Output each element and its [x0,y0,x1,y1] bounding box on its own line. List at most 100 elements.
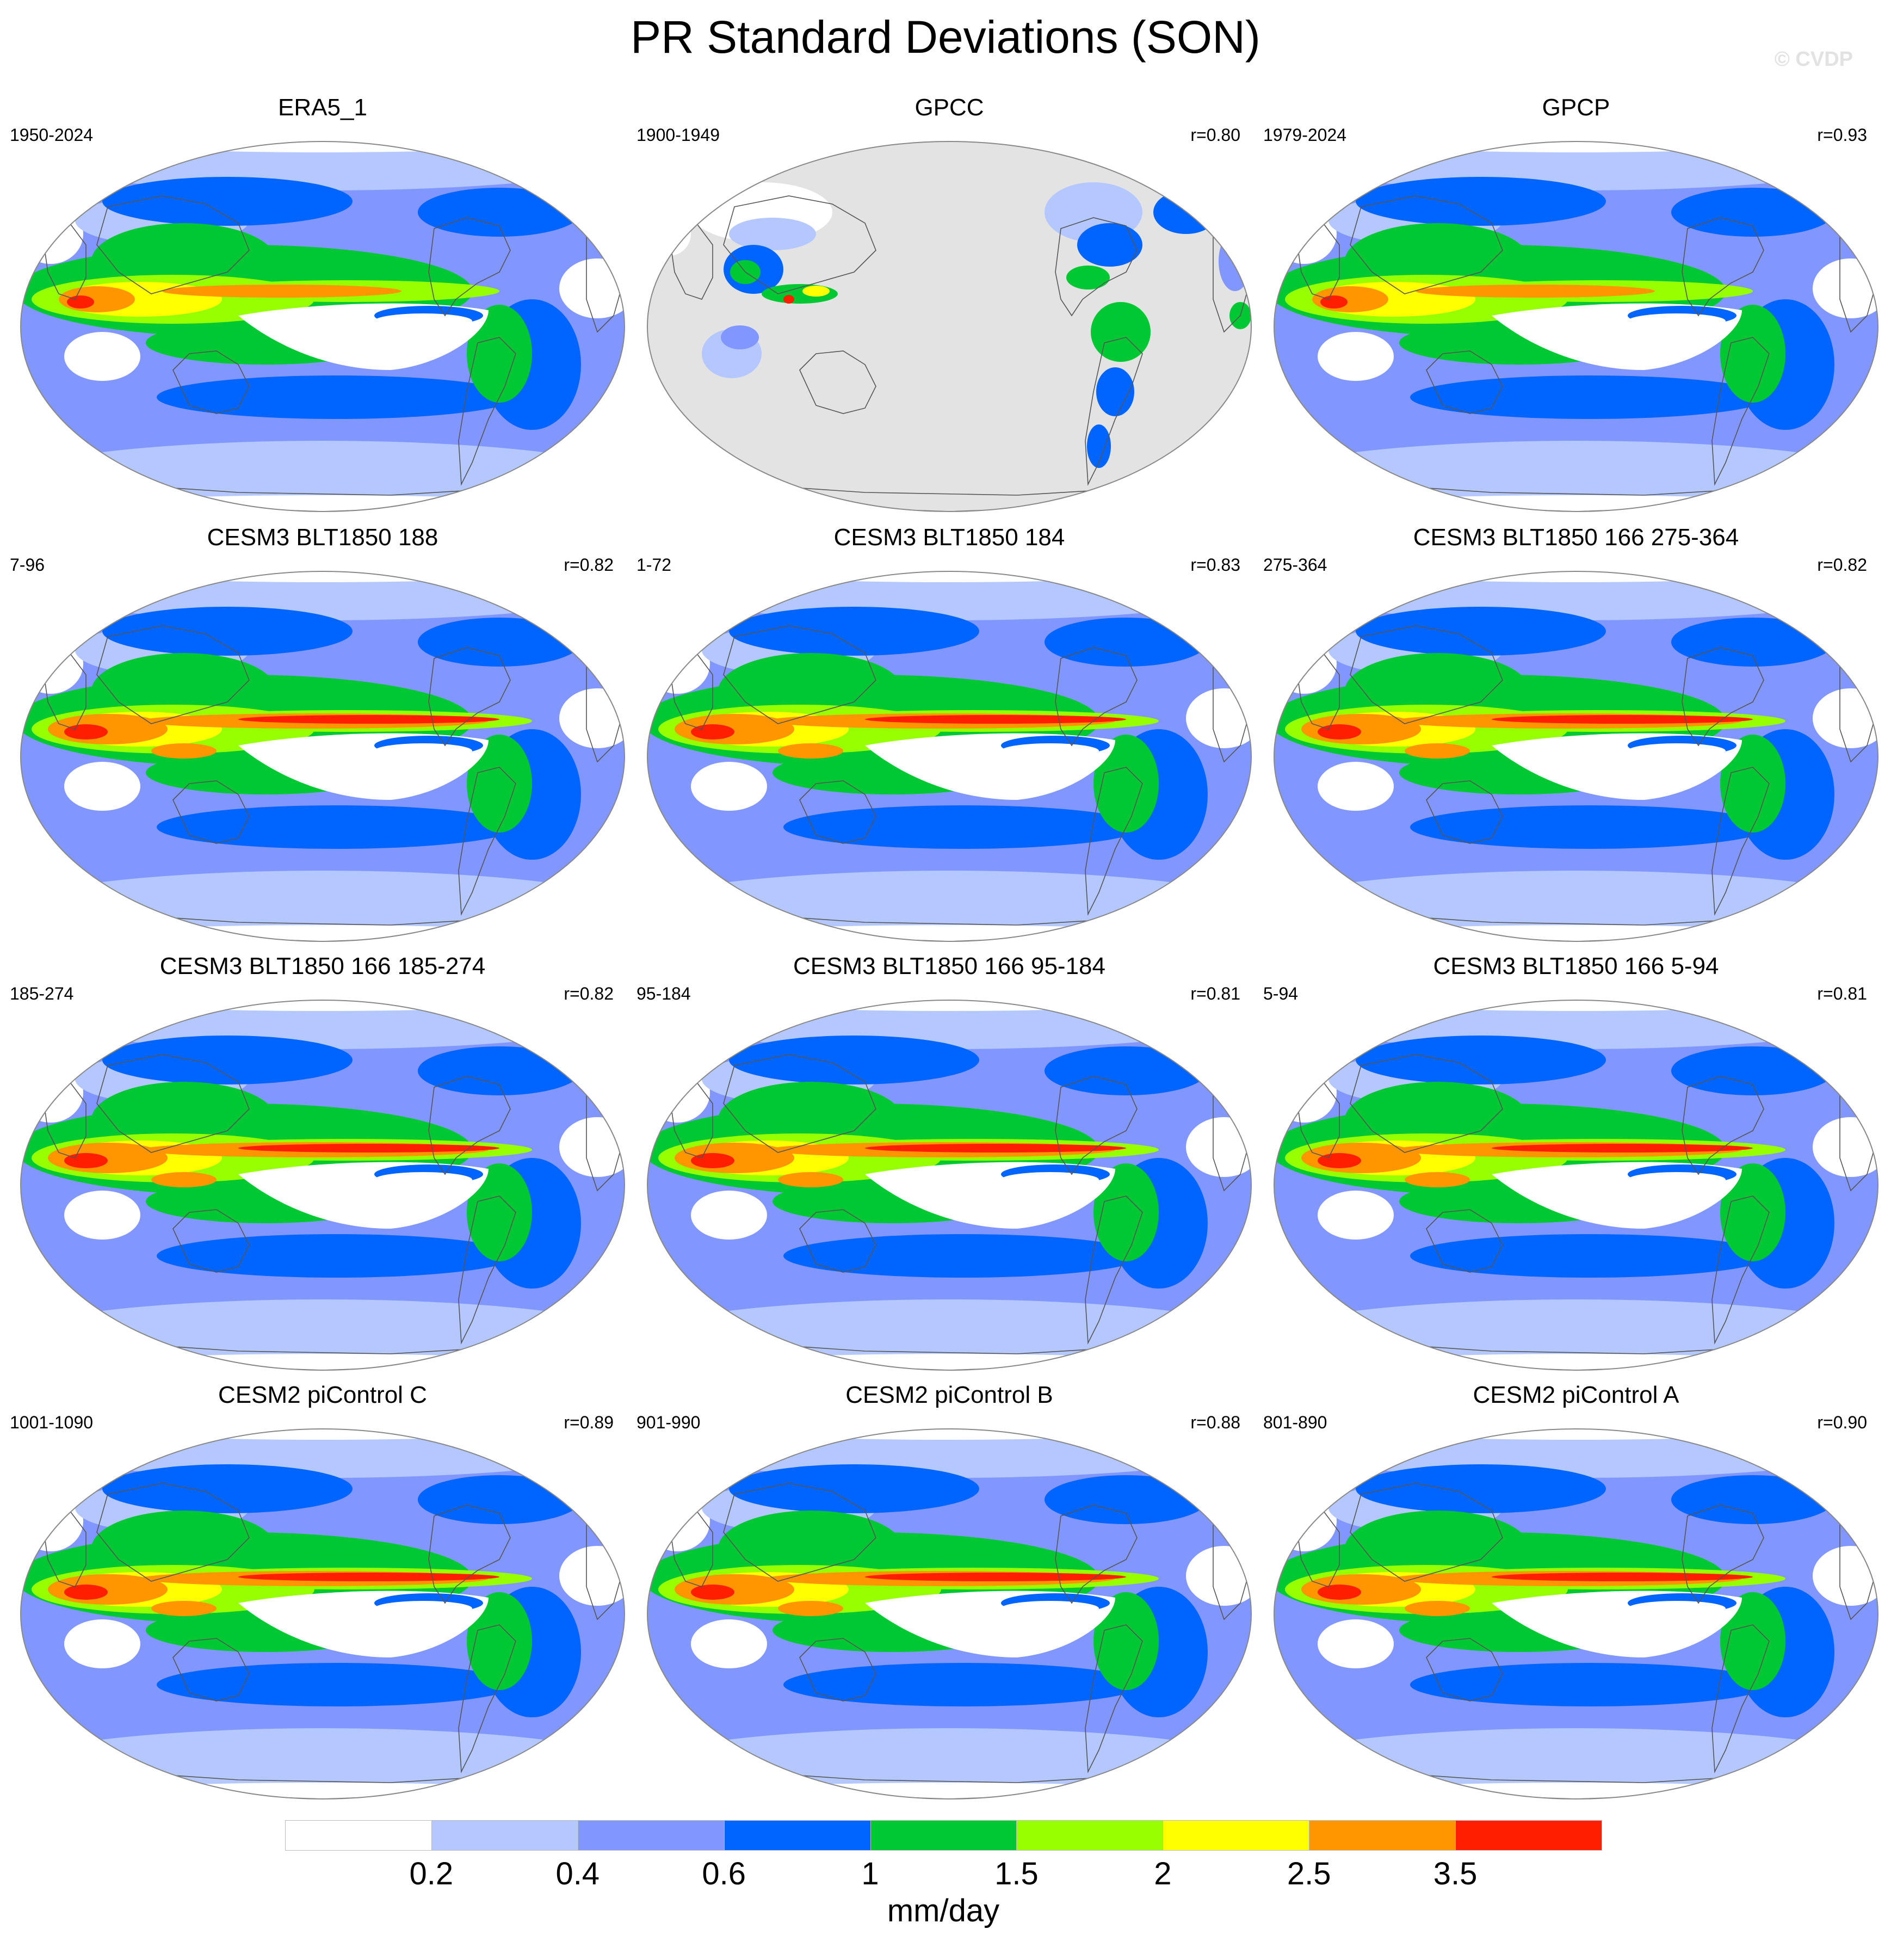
itcz-peak [162,285,401,298]
north-atlantic-storm-track [418,1046,581,1095]
panel-title: GPCC [914,94,984,121]
antarctic-low [647,1354,1251,1370]
south-pacific-storm-track [783,805,1142,849]
panel-years: 5-94 [1263,984,1299,1003]
maritime-peak [1405,1172,1470,1187]
panel-years: 1001-1090 [10,1413,94,1432]
coastline-7 [1812,1477,1857,1506]
map-panel: GPCP 1979-2024 r=0.93 [1263,93,1889,522]
coastline-4 [96,1483,250,1582]
precip-field [1274,1429,1878,1799]
coastline-4 [1350,195,1503,294]
arctic-low [677,1429,1221,1440]
cold-tongue-inner [374,313,472,329]
south-atlantic-dry [1186,1117,1251,1177]
north-pacific-storm-track [1356,177,1606,226]
cold-tongue-inner [374,1601,472,1616]
north-atlantic-storm-track [418,618,581,667]
coastline-2 [1055,217,1138,317]
indian-ocean-max [691,724,734,739]
cold-tongue-inner [1628,1601,1726,1616]
maritime-peak [778,743,843,759]
land-south-america-mid [1096,367,1134,416]
sahara-dry [1274,1063,1337,1123]
panel-title: CESM3 BLT1850 166 95-184 [793,953,1105,979]
coastline-7 [558,1049,604,1077]
maritime-peak [151,1172,217,1187]
panel-correlation: r=0.89 [564,1413,614,1432]
world-map [20,571,625,942]
coastline-3 [1711,1624,1770,1774]
coastline-2 [1055,647,1138,747]
world-map [647,571,1252,942]
coastline-5 [1295,223,1340,300]
south-atlantic-dry [1813,1546,1878,1606]
coastline-1 [799,350,876,414]
map-border [20,141,625,512]
colorbar-swatch [577,1820,725,1851]
coastline-7 [558,1477,604,1506]
arctic-low [677,1000,1221,1011]
colorbar-tick-label: 0.2 [409,1856,454,1891]
panel-title: CESM3 BLT1850 166 185-274 [159,953,486,979]
map-panel: CESM3 BLT1850 166 275-364 275-364 r=0.82 [1263,522,1889,952]
coastline-7 [1185,620,1231,648]
antarctic-low [21,495,625,511]
north-atlantic-storm-track [1045,1475,1208,1524]
coastline-5 [669,1510,713,1587]
arctic-low [1304,571,1848,582]
sahara-dry [1274,1491,1337,1551]
coastline-5 [669,223,713,300]
map-panel: CESM3 BLT1850 166 5-94 5-94 r=0.81 [1263,951,1889,1381]
cold-tongue-inner [1001,1601,1099,1616]
coastline-4 [96,625,250,724]
north-atlantic-storm-track [1671,618,1834,667]
colorbar-swatch [1016,1820,1164,1851]
map-panel: CESM3 BLT1850 166 185-274 185-274 r=0.82 [10,951,635,1381]
indian-ocean-max [1318,1585,1361,1600]
colorbar-tick-label: 3.5 [1433,1856,1478,1891]
colorbar-tick-label: 1 [861,1856,879,1891]
map-border [647,1000,1252,1371]
panel-correlation: r=0.88 [1190,1413,1240,1432]
north-atlantic-storm-track [418,188,581,237]
map-panel: ERA5_1 1950-2024 [10,93,635,522]
map-border [1274,141,1878,512]
precip-field [1274,141,1878,511]
south-pacific-storm-track [1410,375,1769,419]
sahara-dry [647,1063,710,1123]
indian-ocean-max [691,1585,734,1600]
cold-tongue-inner [1628,743,1726,759]
coastline-7 [1185,190,1231,218]
precip-field [647,141,1251,511]
arctic-low [51,571,595,582]
world-map [1274,1428,1878,1799]
australia-dry [64,1619,140,1668]
map-border [647,141,1252,512]
sahara-dry [21,204,83,264]
coastline-4 [1350,1054,1503,1153]
map-border [647,571,1252,942]
north-atlantic-storm-track [1671,188,1834,237]
north-pacific-storm-track [102,1464,353,1513]
world-map [20,1000,625,1371]
maritime-peak [778,1172,843,1187]
coastline-3 [1085,767,1143,916]
coastline-5 [42,1081,86,1158]
north-pacific-storm-track [729,1036,979,1084]
north-atlantic-storm-track [418,1475,581,1524]
australia-dry [64,1191,140,1240]
colorbar-swatch [285,1820,432,1851]
antarctic-low [647,925,1251,941]
panel-correlation: r=0.82 [564,555,614,575]
coastline-1 [1426,1638,1503,1702]
amazon [1093,735,1159,833]
arctic-low [51,141,595,152]
coastline-7 [1812,1049,1857,1077]
coastline-3 [1085,1195,1143,1345]
north-atlantic-storm-track [1671,1475,1834,1524]
coastline-1 [1426,780,1503,844]
north-pacific-storm-track [1356,607,1606,656]
amazon [1720,1163,1785,1261]
coastline-7 [1812,190,1857,218]
